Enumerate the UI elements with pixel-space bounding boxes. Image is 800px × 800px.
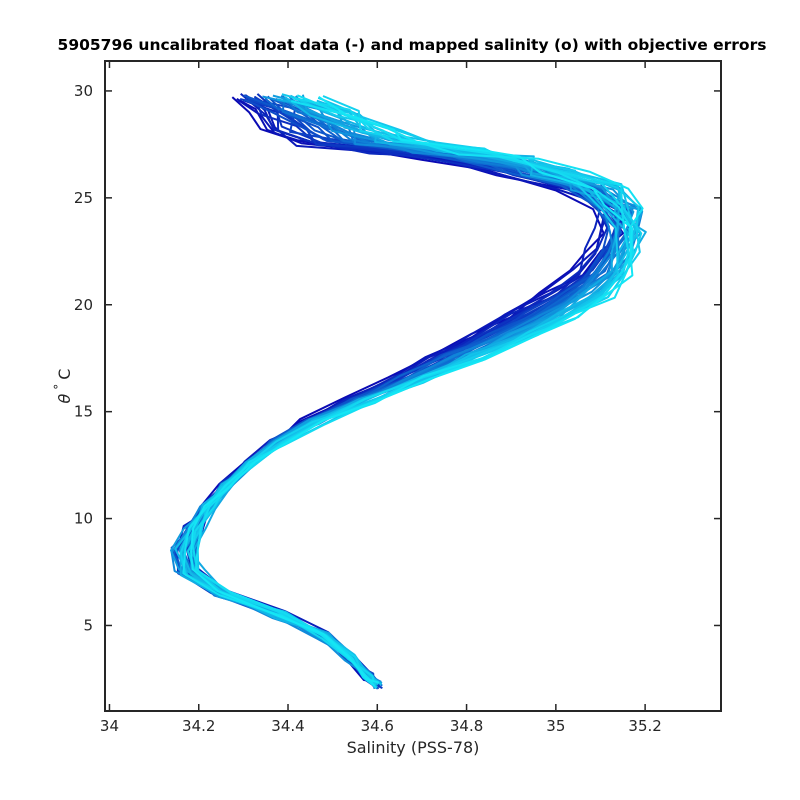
x-axis-label: Salinity (PSS-78) xyxy=(347,738,480,757)
x-tick-label: 35 xyxy=(546,717,565,735)
profile-line xyxy=(182,100,644,687)
y-tick-label: 15 xyxy=(74,403,93,421)
y-axis-label-unit: C xyxy=(55,369,74,380)
y-tick-label: 20 xyxy=(74,296,93,314)
x-tick-label: 34.2 xyxy=(182,717,215,735)
y-tick-label: 10 xyxy=(74,510,93,528)
y-tick-label: 25 xyxy=(74,189,93,207)
y-axis-label: θ ° C xyxy=(52,369,74,404)
y-tick-label: 30 xyxy=(74,82,93,100)
y-axis: 5 10 15 20 25 30 xyxy=(74,82,721,634)
chart-title: 5905796 uncalibrated float data (-) and … xyxy=(58,36,767,54)
y-axis-label-symbol: θ xyxy=(55,393,74,403)
x-tick-label: 35.2 xyxy=(628,717,661,735)
y-axis-label-degree: ° xyxy=(52,384,66,390)
x-tick-label: 34 xyxy=(100,717,119,735)
x-tick-label: 34.4 xyxy=(271,717,304,735)
x-axis: 34 34.2 34.4 34.6 34.8 35 35.2 xyxy=(100,61,662,735)
profile-line xyxy=(190,96,634,684)
axes-box xyxy=(104,60,722,712)
series-layer xyxy=(170,93,647,690)
y-tick-label: 5 xyxy=(83,616,93,634)
x-tick-label: 34.8 xyxy=(450,717,483,735)
x-tick-label: 34.6 xyxy=(361,717,394,735)
